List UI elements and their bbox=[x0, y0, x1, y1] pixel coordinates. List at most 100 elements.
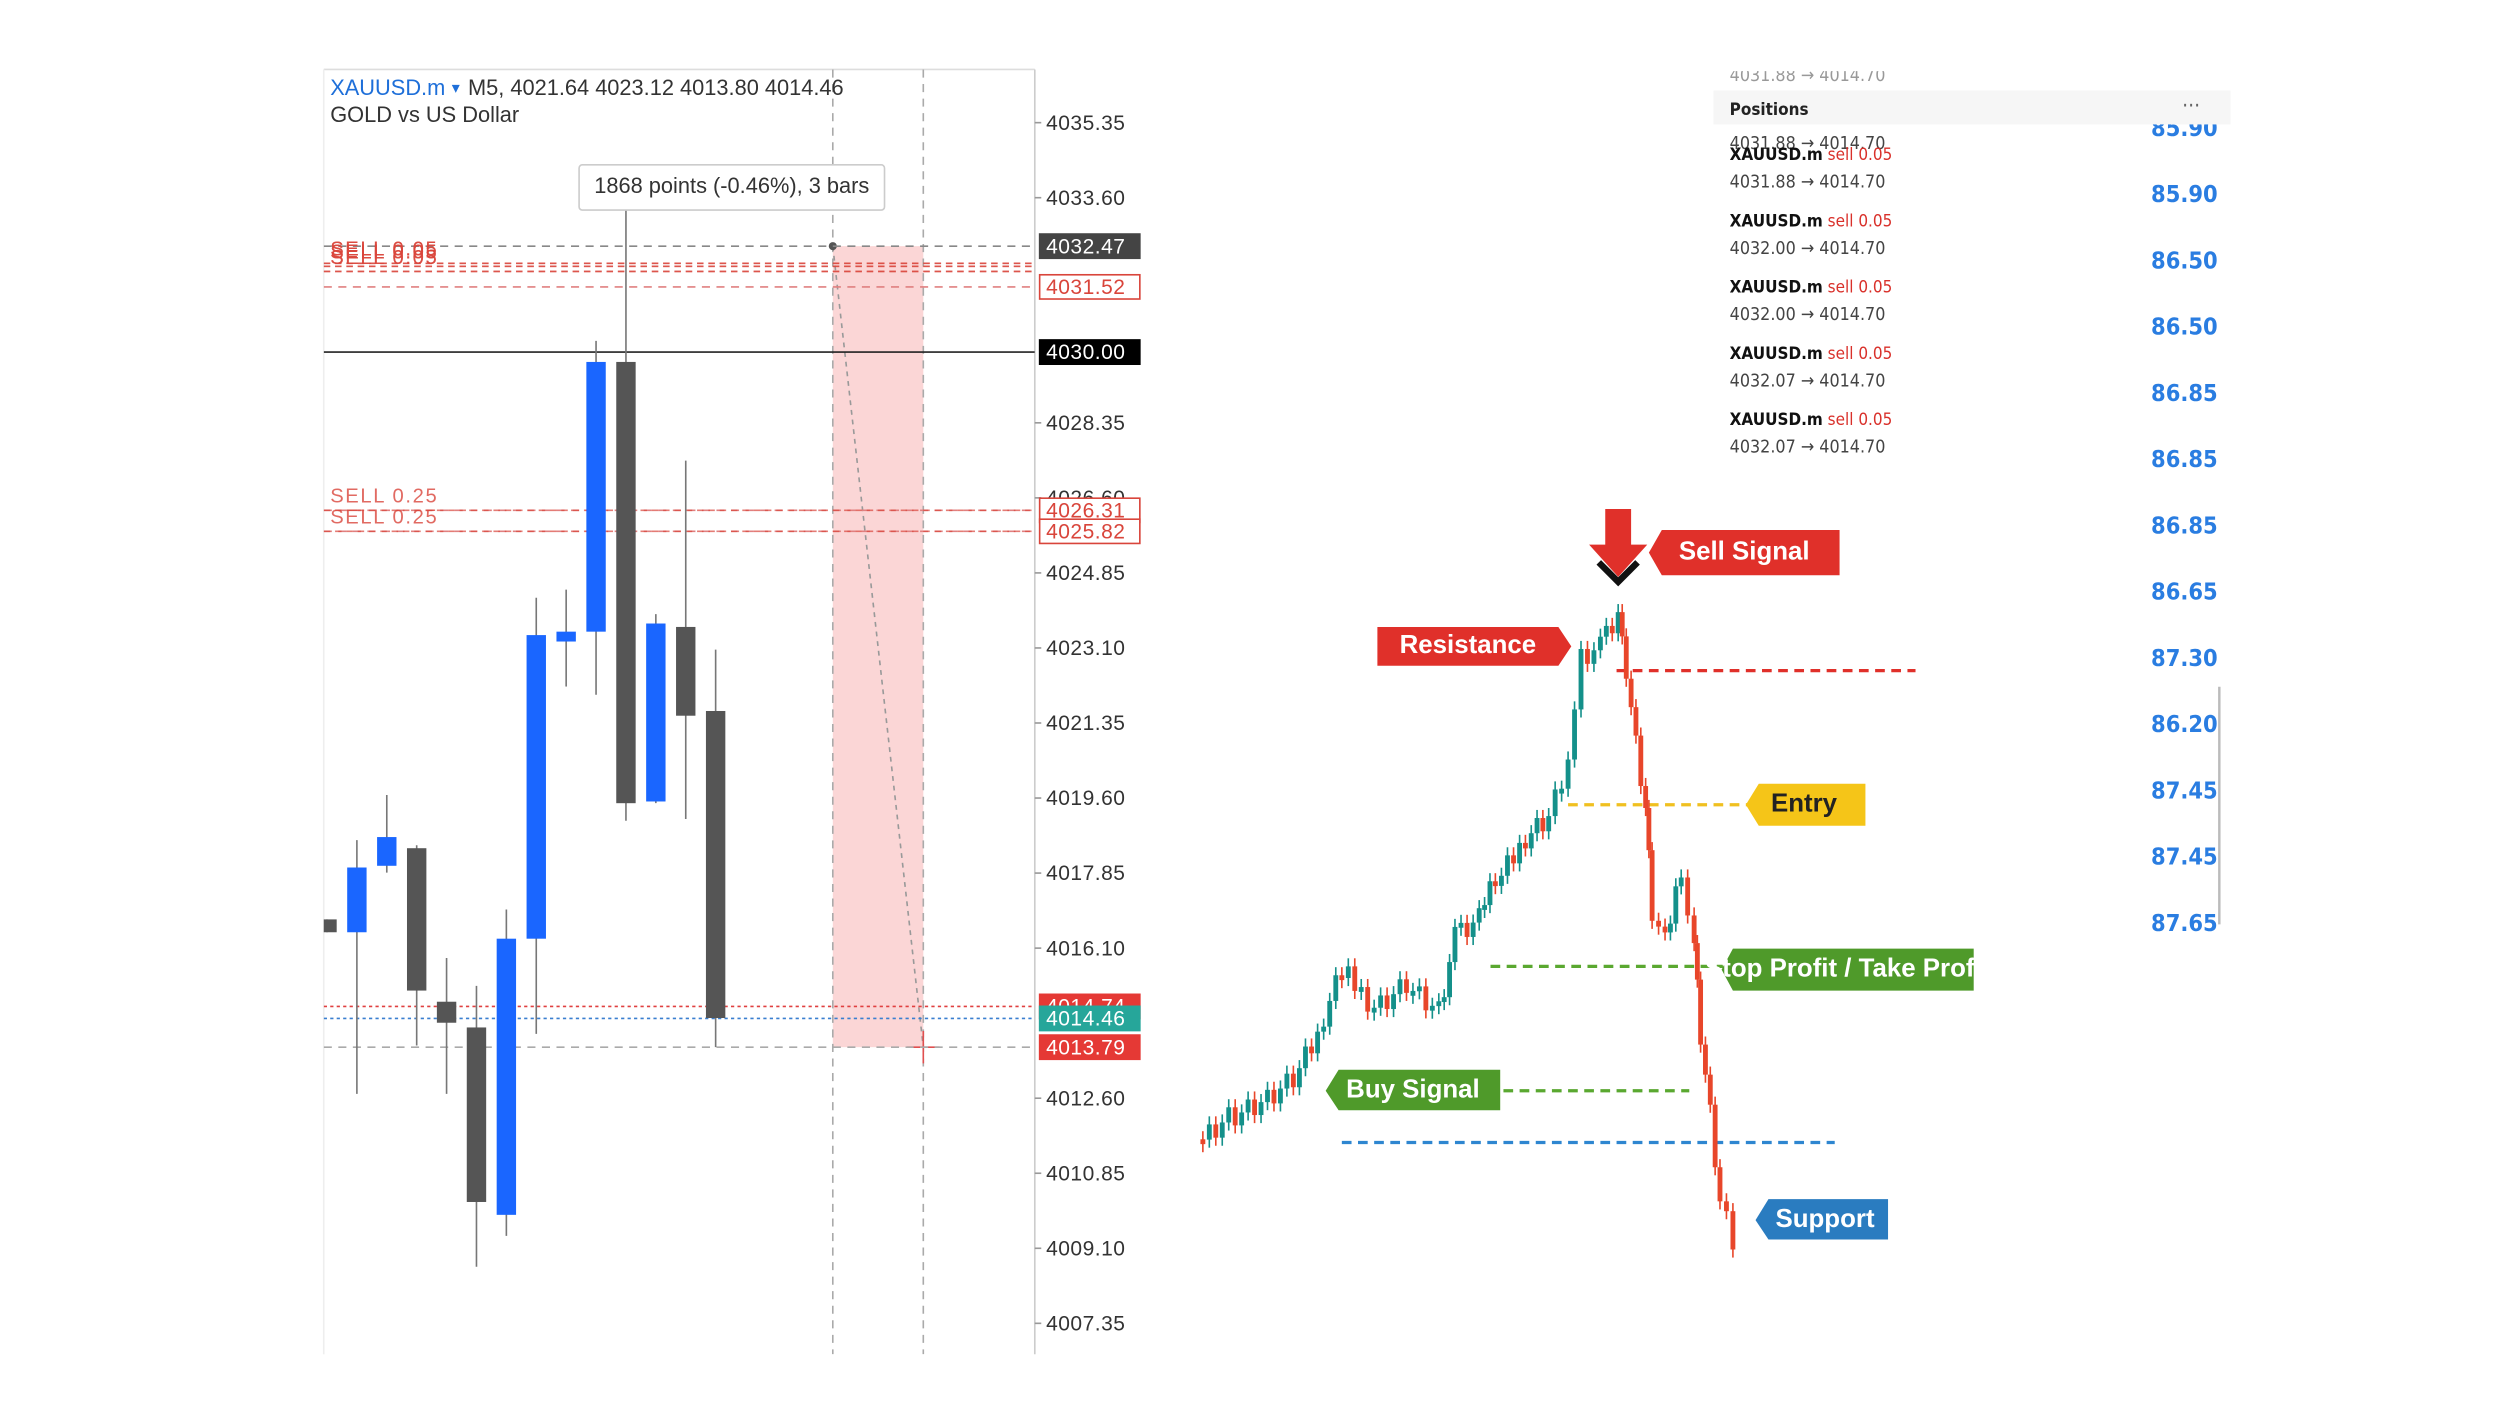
position-title: XAUUSD.m sell 0.05 bbox=[1730, 409, 1893, 429]
illus-body bbox=[1436, 1001, 1442, 1007]
candle-body bbox=[676, 626, 696, 716]
position-side: sell 0.05 bbox=[1828, 144, 1893, 164]
illus-body bbox=[1321, 1026, 1327, 1032]
illus-body bbox=[1597, 636, 1603, 651]
illus-body bbox=[1559, 788, 1565, 794]
buy-signal-label: Buy Signal bbox=[1346, 1076, 1480, 1104]
illus-body bbox=[1245, 1099, 1251, 1113]
illus-body bbox=[1352, 966, 1358, 991]
illus-body bbox=[1487, 881, 1493, 906]
buy-signal-box bbox=[1325, 1069, 1501, 1111]
illus-body bbox=[1673, 886, 1679, 924]
illus-body bbox=[1678, 877, 1684, 887]
candle-body bbox=[496, 938, 517, 1215]
position-profit: 87.45 bbox=[2151, 843, 2218, 871]
illus-body bbox=[1522, 842, 1528, 849]
candle-body bbox=[616, 361, 636, 804]
position-title: XAUUSD.m sell 0.05 bbox=[1730, 343, 1893, 363]
info-bg bbox=[1188, 500, 2013, 1309]
illus-body bbox=[1619, 612, 1625, 637]
illus-body bbox=[1423, 986, 1429, 1011]
candle-body bbox=[406, 848, 427, 991]
illus-body bbox=[1685, 877, 1691, 916]
illus-body bbox=[1662, 926, 1668, 933]
resistance-label: Resistance bbox=[1400, 631, 1536, 659]
illus-body bbox=[1416, 986, 1422, 992]
illus-body bbox=[1447, 962, 1452, 998]
y-tick-label: 4035.35 bbox=[1046, 112, 1125, 135]
illus-body bbox=[1213, 1124, 1219, 1138]
entry-label: Entry bbox=[1771, 790, 1838, 818]
illus-body bbox=[1552, 789, 1558, 817]
illus-body bbox=[1668, 923, 1673, 933]
symbol[interactable]: XAUUSD.m bbox=[330, 75, 445, 100]
position-profit: 87.45 bbox=[2151, 776, 2218, 804]
positions-title: Positions bbox=[1730, 99, 1809, 119]
price-tag bbox=[1038, 273, 1141, 300]
illus-body bbox=[1730, 1211, 1736, 1250]
price-tag-label: 4026.31 bbox=[1046, 499, 1125, 522]
panel-menu[interactable]: ··· bbox=[2182, 94, 2200, 118]
illus-body bbox=[1649, 850, 1655, 921]
entry-box bbox=[1745, 783, 1866, 826]
illus-body bbox=[1391, 994, 1396, 1010]
y-tick-label: 4021.35 bbox=[1046, 712, 1125, 735]
resistance-box bbox=[1377, 627, 1572, 666]
illus-body bbox=[1309, 1046, 1314, 1054]
order-label: SELL 0.25 bbox=[330, 507, 438, 529]
symbol-menu[interactable]: ▾ bbox=[452, 79, 460, 97]
illus-body bbox=[1540, 818, 1546, 832]
position-prices: 4032.07 → 4014.70 bbox=[1730, 371, 1886, 391]
y-tick-label: 4024.85 bbox=[1046, 562, 1125, 585]
candle-body bbox=[466, 1027, 487, 1202]
illus-body bbox=[1232, 1107, 1238, 1126]
position-profit: 86.65 bbox=[2151, 578, 2218, 606]
order-label: SELL 0.05 bbox=[330, 247, 438, 269]
illus-body bbox=[1609, 625, 1615, 634]
illus-body bbox=[1206, 1124, 1212, 1140]
illus-body bbox=[1303, 1046, 1308, 1069]
position-symbol: XAUUSD.m bbox=[1730, 409, 1823, 429]
illus-body bbox=[1656, 920, 1661, 927]
position-symbol: XAUUSD.m bbox=[1730, 144, 1823, 164]
y-tick-label: 4019.60 bbox=[1046, 787, 1125, 810]
position-side: sell 0.05 bbox=[1828, 343, 1893, 363]
illus-body bbox=[1358, 987, 1364, 992]
order-label: SELL 0.05 bbox=[330, 247, 438, 269]
position-prices: 4032.00 → 4014.70 bbox=[1730, 305, 1886, 325]
price-tag-label: 4031.52 bbox=[1046, 276, 1125, 299]
illus-body bbox=[1603, 625, 1609, 637]
candle-body bbox=[377, 837, 397, 866]
illus-body bbox=[1546, 816, 1552, 832]
illus-body bbox=[1258, 1102, 1264, 1116]
illus-body bbox=[1226, 1107, 1232, 1123]
take-profit-box bbox=[1721, 948, 1974, 991]
illus-body bbox=[1578, 648, 1584, 710]
illus-body bbox=[1384, 995, 1390, 1010]
illus-body bbox=[1707, 1074, 1713, 1105]
illus-body bbox=[1646, 808, 1652, 851]
cut-row: 4031.88 → 4014.70 bbox=[1730, 66, 1886, 86]
illus-body bbox=[1505, 855, 1510, 876]
y-tick-label: 4009.10 bbox=[1046, 1237, 1125, 1260]
illus-body bbox=[1429, 1005, 1435, 1011]
ohlc-header: M5, 4021.64 4023.12 4013.80 4014.46 bbox=[468, 75, 844, 100]
illus-body bbox=[1252, 1099, 1257, 1116]
y-tick-label: 4010.85 bbox=[1046, 1162, 1125, 1185]
price-tag-label: 4025.82 bbox=[1046, 520, 1125, 543]
tooltip-box bbox=[578, 164, 886, 211]
support-label: Support bbox=[1776, 1205, 1875, 1233]
price-tag bbox=[1038, 1034, 1141, 1061]
illus-body bbox=[1271, 1089, 1277, 1104]
illus-body bbox=[1219, 1122, 1225, 1138]
illus-body bbox=[1572, 709, 1577, 760]
illus-body bbox=[1378, 995, 1384, 1008]
illus-body bbox=[1452, 926, 1458, 963]
position-symbol: XAUUSD.m bbox=[1730, 343, 1823, 363]
illus-body bbox=[1712, 1104, 1718, 1168]
position-profit: 86.50 bbox=[2151, 246, 2218, 274]
position-side: sell 0.05 bbox=[1828, 409, 1893, 429]
illus-body bbox=[1623, 636, 1629, 679]
illus-body bbox=[1565, 759, 1571, 789]
price-tag-label: 4013.79 bbox=[1046, 1036, 1125, 1059]
